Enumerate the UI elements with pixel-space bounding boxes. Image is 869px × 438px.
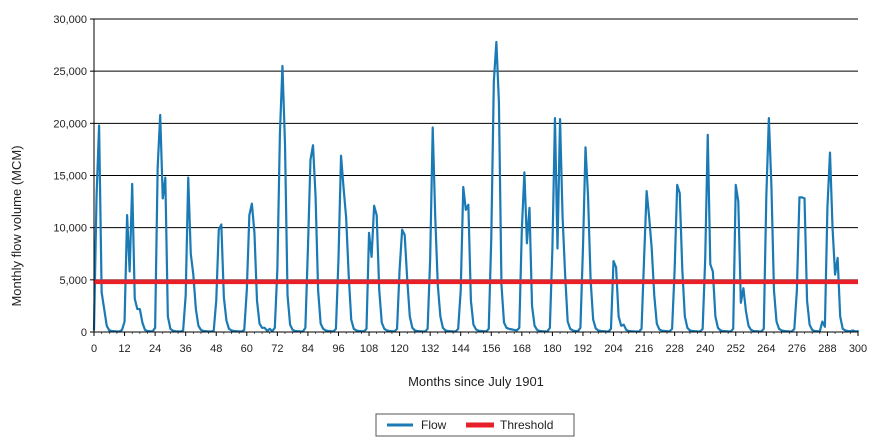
y-tick-label: 20,000 — [53, 118, 87, 130]
x-tick-label: 204 — [604, 343, 622, 355]
x-tick-label: 120 — [390, 343, 408, 355]
x-tick-label: 144 — [452, 343, 470, 355]
x-tick-label: 12 — [118, 343, 130, 355]
x-tick-label: 156 — [482, 343, 500, 355]
x-tick-label: 228 — [665, 343, 683, 355]
x-tick-label: 60 — [241, 343, 253, 355]
x-tick-label: 180 — [543, 343, 561, 355]
y-tick-label: 10,000 — [53, 223, 87, 235]
x-tick-label: 288 — [818, 343, 836, 355]
x-tick-label: 0 — [91, 343, 97, 355]
series-layer — [92, 40, 860, 333]
x-tick-label: 72 — [271, 343, 283, 355]
flow-line — [92, 40, 860, 333]
y-tick-label: 15,000 — [53, 171, 87, 183]
legend-threshold-label: Threshold — [500, 418, 553, 432]
y-axis-title: Monthly flow volume (MCM) — [9, 145, 24, 306]
x-tick-label: 108 — [360, 343, 378, 355]
y-tick-label: 25,000 — [53, 66, 87, 78]
x-tick-label: 300 — [849, 343, 867, 355]
x-tick-label: 240 — [696, 343, 714, 355]
legend-flow-label: Flow — [421, 418, 447, 432]
x-tick-label: 168 — [513, 343, 531, 355]
x-axis-title: Months since July 1901 — [408, 374, 544, 389]
x-tick-label: 36 — [180, 343, 192, 355]
x-tick-label: 216 — [635, 343, 653, 355]
y-tick-label: 0 — [81, 327, 87, 339]
x-tick-label: 192 — [574, 343, 592, 355]
x-tick-label: 252 — [727, 343, 745, 355]
x-tick-label: 96 — [332, 343, 344, 355]
y-tick-label: 5,000 — [59, 275, 87, 287]
y-tick-label: 30,000 — [53, 14, 87, 26]
x-tick-label: 132 — [421, 343, 439, 355]
x-tick-label: 276 — [788, 343, 806, 355]
x-tick-label: 24 — [149, 343, 161, 355]
x-tick-label: 48 — [210, 343, 222, 355]
axes: 0 5,000 10,000 15,000 20,000 25,000 30,000 0 12 2… — [53, 14, 867, 355]
x-tick-label: 84 — [302, 343, 314, 355]
x-tick-label: 264 — [757, 343, 775, 355]
legend: Flow Threshold — [375, 413, 575, 437]
gridlines — [94, 18, 858, 281]
